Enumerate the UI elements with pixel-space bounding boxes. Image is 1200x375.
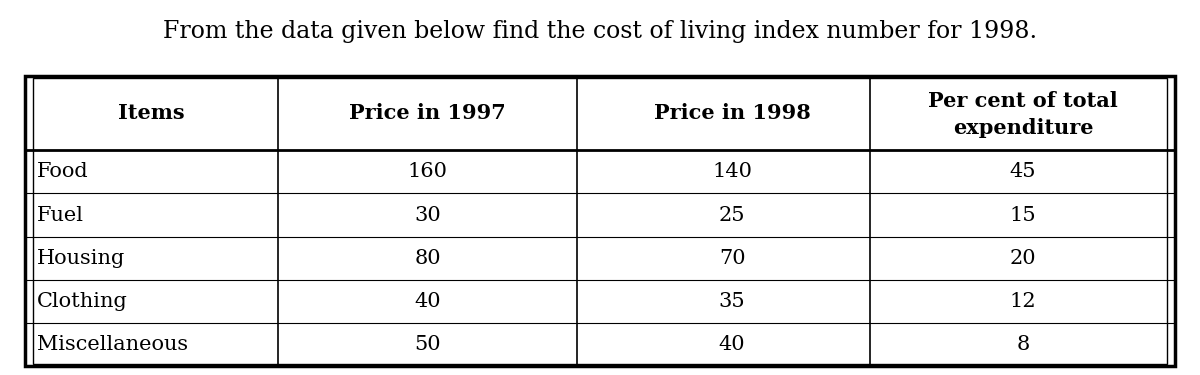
Bar [32, 78, 1168, 364]
Text: 50: 50 [414, 335, 440, 354]
Bar [25, 76, 1175, 366]
Text: 80: 80 [414, 249, 440, 268]
Text: Miscellaneous: Miscellaneous [37, 335, 188, 354]
Text: Price in 1998: Price in 1998 [654, 103, 810, 123]
Text: Food: Food [37, 162, 89, 182]
Text: 35: 35 [719, 292, 745, 311]
Text: 15: 15 [1009, 206, 1037, 225]
Text: 8: 8 [1016, 335, 1030, 354]
Text: Per cent of total: Per cent of total [928, 91, 1118, 111]
Text: 12: 12 [1009, 292, 1037, 311]
Text: Items: Items [119, 103, 185, 123]
Text: Fuel: Fuel [37, 206, 84, 225]
Text: Clothing: Clothing [37, 292, 127, 311]
Text: 160: 160 [408, 162, 448, 182]
Text: 20: 20 [1009, 249, 1037, 268]
Text: Housing: Housing [37, 249, 125, 268]
Text: Price in 1997: Price in 1997 [349, 103, 506, 123]
Text: expenditure: expenditure [953, 118, 1093, 138]
Text: 30: 30 [414, 206, 440, 225]
Text: 140: 140 [712, 162, 752, 182]
Text: 40: 40 [414, 292, 440, 311]
Text: 45: 45 [1009, 162, 1037, 182]
Text: 40: 40 [719, 335, 745, 354]
Text: 70: 70 [719, 249, 745, 268]
Text: 25: 25 [719, 206, 745, 225]
Text: From the data given below find the cost of living index number for 1998.: From the data given below find the cost … [163, 20, 1037, 43]
